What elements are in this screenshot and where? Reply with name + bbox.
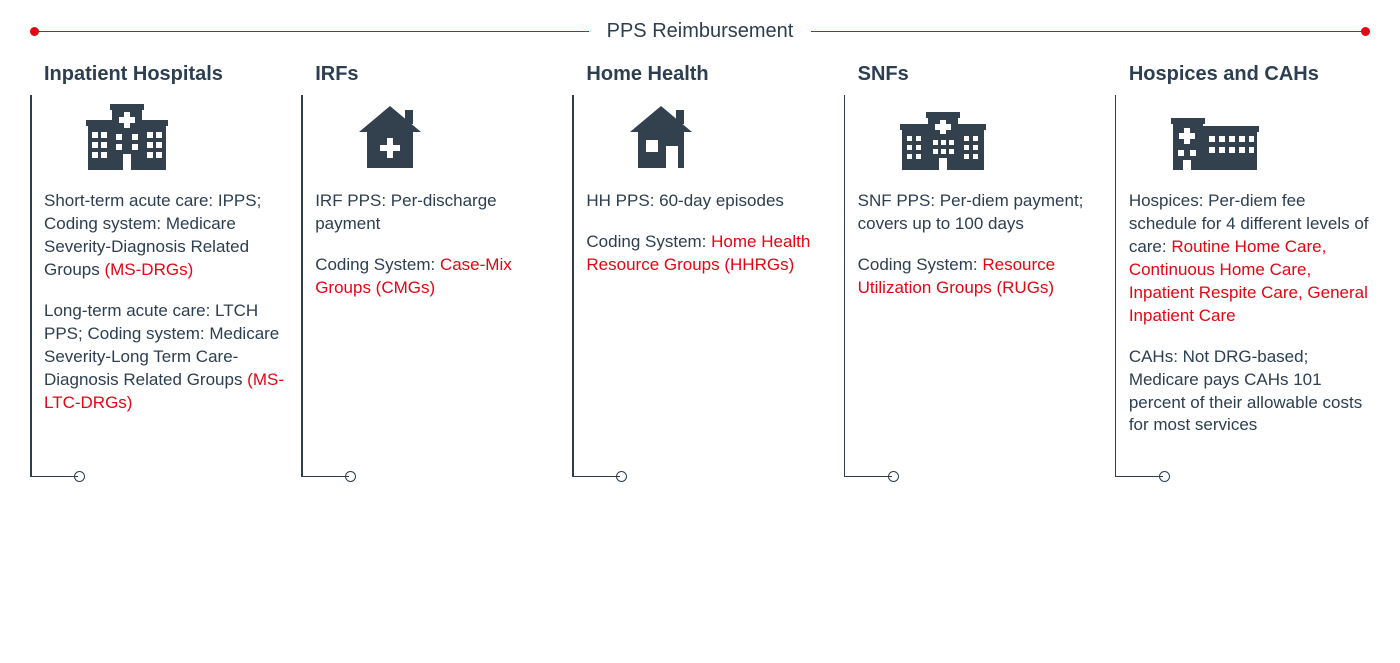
paragraph: Short-term acute care: IPPS; Coding syst… xyxy=(44,190,285,282)
house-cross-icon xyxy=(315,100,556,170)
text: SNF PPS: Per-diem payment; covers up to … xyxy=(858,191,1084,233)
column-heading: Home Health xyxy=(586,63,827,86)
paragraph: IRF PPS: Per-discharge payment xyxy=(315,190,556,236)
hospice-icon xyxy=(1129,100,1370,170)
paragraph: Coding System: Resource Utilization Grou… xyxy=(858,254,1099,300)
header-line-right xyxy=(811,31,1370,33)
paragraph: Long-term acute care: LTCH PPS; Coding s… xyxy=(44,300,285,415)
text: Coding System: xyxy=(858,255,983,274)
paragraph: Coding System: Home Health Resource Grou… xyxy=(586,231,827,277)
paragraph: Hospices: Per-diem fee schedule for 4 di… xyxy=(1129,190,1370,328)
column-end-marker xyxy=(74,471,85,482)
paragraph: SNF PPS: Per-diem payment; covers up to … xyxy=(858,190,1099,236)
text: Long-term acute care: LTCH PPS; Coding s… xyxy=(44,301,279,389)
text: Coding System: xyxy=(586,232,711,251)
house-icon xyxy=(586,100,827,170)
paragraph: CAHs: Not DRG-based; Medicare pays CAHs … xyxy=(1129,346,1370,438)
column-end-marker xyxy=(345,471,356,482)
column-end-marker xyxy=(888,471,899,482)
text: HH PPS: 60-day episodes xyxy=(586,191,784,210)
columns-container: Inpatient Hospitals xyxy=(30,63,1370,485)
column-end-marker xyxy=(616,471,627,482)
column-heading: Hospices and CAHs xyxy=(1129,63,1370,86)
page-title: PPS Reimbursement xyxy=(589,20,812,43)
column-home-health: Home Health HH PPS: 60-day episodes Codi… xyxy=(572,63,827,485)
column-hospices: Hospices and CAHs xyxy=(1115,63,1370,485)
column-irfs: IRFs IRF PPS: Per-discharge payment Codi… xyxy=(301,63,556,485)
column-heading: IRFs xyxy=(315,63,556,86)
paragraph: HH PPS: 60-day episodes xyxy=(586,190,827,213)
header-line-left xyxy=(30,31,589,33)
column-heading: SNFs xyxy=(858,63,1099,86)
text: CAHs: Not DRG-based; Medicare pays CAHs … xyxy=(1129,347,1362,435)
hospital-icon xyxy=(44,100,285,170)
column-heading: Inpatient Hospitals xyxy=(44,63,285,86)
header-rule: PPS Reimbursement xyxy=(30,20,1370,43)
paragraph: Coding System: Case-Mix Groups (CMGs) xyxy=(315,254,556,300)
text: Coding System: xyxy=(315,255,440,274)
column-snfs: SNFs xyxy=(844,63,1099,485)
text-red: (MS-DRGs) xyxy=(104,260,193,279)
column-end-marker xyxy=(1159,471,1170,482)
column-inpatient: Inpatient Hospitals xyxy=(30,63,285,485)
nursing-facility-icon xyxy=(858,100,1099,170)
text: IRF PPS: Per-discharge payment xyxy=(315,191,496,233)
